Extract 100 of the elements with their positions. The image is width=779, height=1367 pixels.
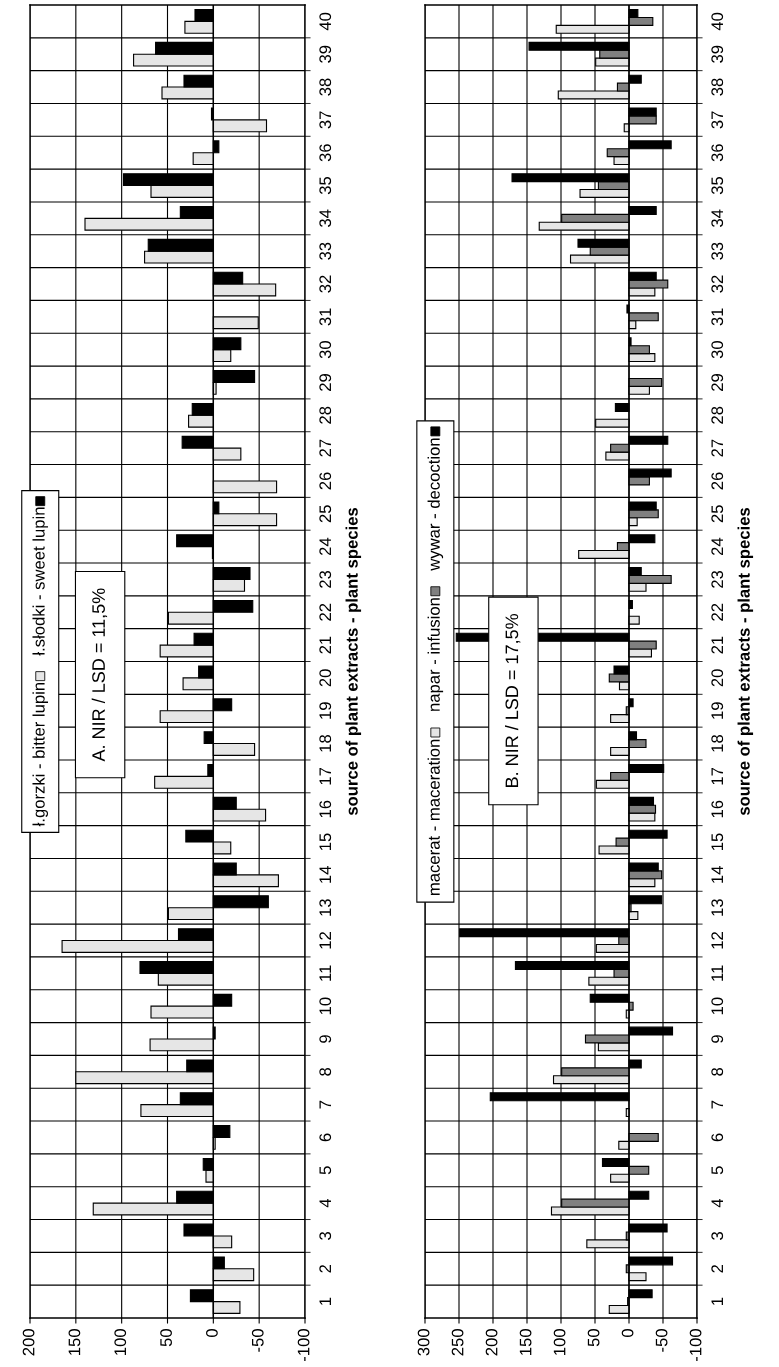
x-tick-label: 100 — [553, 1329, 566, 1355]
y-tick-label: 37 — [711, 111, 724, 129]
legend-label: ł.gorzki - bitter lupin — [32, 682, 49, 827]
y-tick-label: 29 — [711, 374, 724, 391]
y-tick-label: 9 — [319, 1035, 332, 1043]
x-tick-label: -50 — [655, 1329, 668, 1352]
x-tick-label: 100 — [114, 1329, 127, 1355]
y-tick-label: 15 — [319, 833, 332, 851]
x-tick-label: 50 — [587, 1329, 600, 1347]
y-tick-label: 10 — [319, 997, 332, 1015]
x-tick-label: 200 — [485, 1329, 498, 1356]
legend-label: wywar - decoction — [427, 438, 444, 571]
y-tick-label: 35 — [319, 176, 332, 195]
y-tick-label: 26 — [711, 472, 724, 490]
y-tick-label: 14 — [711, 866, 723, 883]
y-tick-label: 26 — [319, 472, 332, 490]
y-tick-label: 19 — [711, 702, 724, 719]
y-tick-label: 4 — [711, 1198, 723, 1208]
y-tick-label: 27 — [711, 439, 723, 457]
y-tick-label: 12 — [711, 932, 723, 949]
y-tick-label: 6 — [711, 1133, 724, 1142]
legend-label: napar - infusion — [427, 598, 444, 711]
y-tick-label: 34 — [319, 209, 332, 227]
legend-label: ł.słodki - sweet lupin — [32, 507, 49, 656]
y-tick-label: 12 — [319, 932, 331, 949]
legend-label: macerat - maceration — [427, 739, 440, 896]
annotation: A. NIR / LSD = 11,5% — [91, 588, 108, 762]
y-tick-label: 25 — [319, 505, 332, 523]
y-tick-label: 39 — [319, 45, 332, 63]
y-tick-label: 31 — [711, 308, 724, 326]
y-tick-label: 19 — [319, 702, 332, 719]
y-tick-label: 2 — [711, 1264, 723, 1273]
x-tick-label: -50 — [251, 1329, 264, 1352]
y-tick-label: 11 — [711, 965, 723, 981]
annotation: B. NIR / LSD = 17,5% — [504, 613, 521, 787]
y-tick-label: 20 — [711, 669, 724, 687]
y-tick-label: 8 — [319, 1067, 332, 1076]
y-tick-label: 38 — [711, 78, 724, 96]
y-tick-label: 39 — [711, 45, 724, 63]
y-tick-label: 17 — [711, 767, 723, 785]
x-tick-label: 0 — [621, 1329, 634, 1338]
y-tick-label: 4 — [319, 1198, 331, 1208]
x-tick-label: 200 — [22, 1329, 35, 1356]
y-tick-label: 29 — [319, 374, 332, 391]
y-tick-label: 15 — [711, 833, 724, 851]
y-tick-label: 23 — [711, 570, 724, 588]
y-tick-label: 24 — [711, 537, 723, 556]
y-tick-label: 24 — [319, 537, 331, 556]
y-tick-label: 35 — [711, 176, 724, 195]
y-tick-label: 13 — [711, 899, 724, 916]
y-tick-label: 11 — [319, 965, 331, 981]
y-tick-label: 30 — [319, 341, 332, 359]
y-tick-label: 3 — [711, 1232, 724, 1240]
y-tick-label: 32 — [319, 275, 332, 293]
y-tick-label: 21 — [319, 636, 331, 654]
y-tick-label: 7 — [711, 1100, 723, 1109]
x-tick-label: 0 — [206, 1329, 218, 1338]
y-tick-label: 3 — [319, 1232, 332, 1240]
y-tick-label: 23 — [319, 570, 332, 588]
y-tick-label: 14 — [319, 866, 331, 883]
y-tick-label: 16 — [711, 800, 724, 818]
y-tick-label: 33 — [319, 242, 332, 260]
y-tick-label: 32 — [711, 275, 724, 293]
y-axis-title: source of plant extracts - plant species — [345, 507, 362, 816]
y-tick-label: 2 — [319, 1264, 331, 1273]
y-tick-label: 22 — [711, 603, 723, 621]
y-tick-label: 17 — [319, 767, 331, 785]
y-tick-label: 36 — [711, 144, 724, 162]
y-tick-label: 38 — [319, 78, 332, 96]
y-tick-label: 10 — [711, 997, 724, 1015]
y-tick-label: 33 — [711, 242, 724, 260]
x-tick-label: 150 — [68, 1329, 81, 1355]
y-tick-label: 27 — [319, 439, 331, 457]
x-tick-label: 150 — [519, 1329, 532, 1355]
x-tick-label: 300 — [417, 1329, 430, 1356]
y-tick-label: 13 — [319, 899, 332, 916]
y-tick-label: 22 — [319, 603, 331, 621]
y-tick-label: 7 — [319, 1100, 331, 1109]
x-tick-label: -100 — [689, 1329, 702, 1362]
y-tick-label: 25 — [711, 505, 724, 523]
y-tick-label: 16 — [319, 800, 332, 818]
y-tick-label: 5 — [319, 1166, 332, 1175]
y-tick-label: 40 — [319, 12, 332, 31]
y-tick-label: 18 — [319, 735, 332, 752]
y-tick-label: 5 — [711, 1166, 724, 1175]
y-tick-label: 6 — [319, 1133, 332, 1142]
y-tick-label: 9 — [711, 1035, 724, 1043]
y-tick-label: 20 — [319, 669, 332, 687]
y-tick-label: 1 — [711, 1297, 723, 1305]
y-tick-label: 40 — [711, 12, 724, 31]
y-tick-label: 34 — [711, 209, 724, 227]
y-tick-label: 30 — [711, 341, 724, 359]
y-tick-label: 31 — [319, 308, 332, 326]
y-tick-label: 18 — [711, 735, 724, 752]
y-tick-label: 28 — [711, 406, 724, 424]
x-tick-label: -100 — [297, 1329, 310, 1362]
y-tick-label: 21 — [711, 636, 723, 654]
x-tick-label: 250 — [451, 1329, 464, 1356]
y-tick-label: 1 — [319, 1297, 331, 1305]
y-tick-label: 8 — [711, 1067, 724, 1076]
